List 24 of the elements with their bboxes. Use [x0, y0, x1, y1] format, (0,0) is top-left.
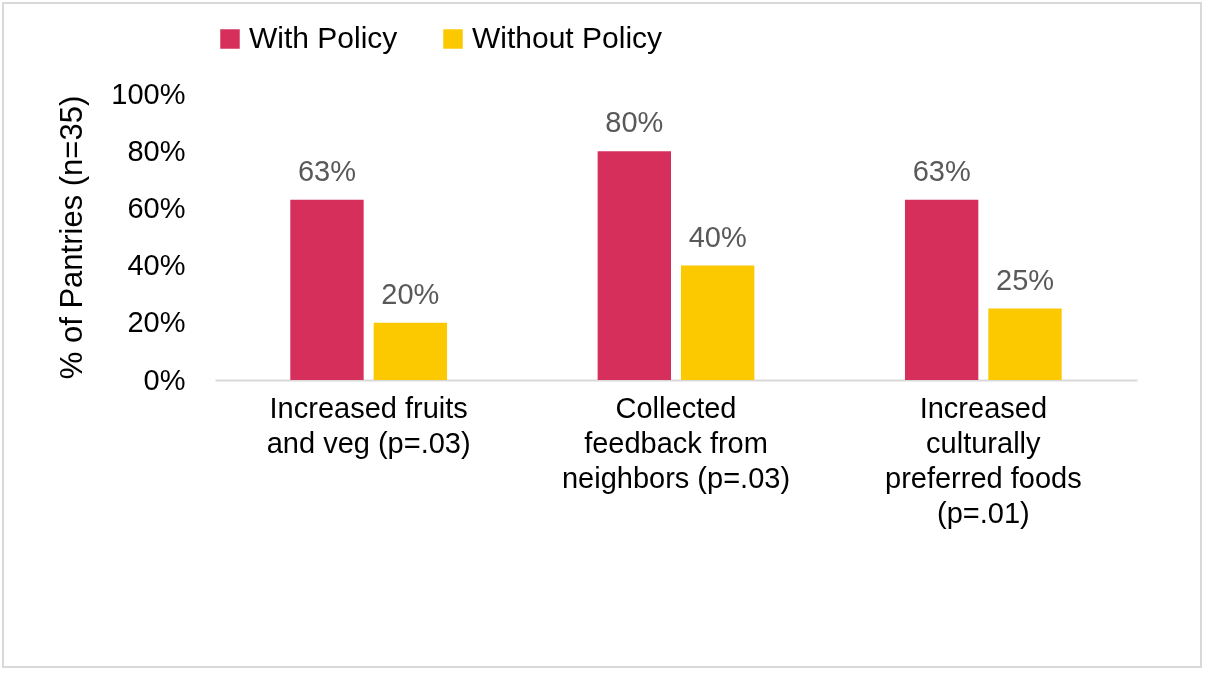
data-label: 63%: [912, 154, 971, 187]
legend-label: Without Policy: [472, 21, 663, 54]
bar: [290, 199, 364, 380]
data-label: 40%: [688, 220, 747, 253]
data-label: 25%: [996, 263, 1055, 296]
legend-label: With Policy: [249, 21, 398, 54]
bar: [681, 265, 755, 380]
y-tick-label: 0%: [143, 363, 186, 396]
bar: [597, 151, 671, 380]
bar: [904, 199, 979, 380]
data-label: 80%: [605, 106, 664, 139]
y-tick-label: 100%: [111, 77, 186, 110]
y-axis-title: % of Pantries (n=35): [54, 95, 90, 380]
data-label: 63%: [297, 154, 356, 187]
x-tick-label: Increased culturally preferred foods (p=.01): [885, 391, 1082, 529]
data-label: 20%: [381, 277, 440, 310]
y-tick-label: 60%: [127, 191, 186, 224]
y-tick-label: 40%: [127, 249, 186, 282]
bar: [988, 308, 1062, 380]
y-tick-label: 80%: [127, 134, 186, 167]
y-tick-label: 20%: [127, 306, 186, 339]
bar: [373, 322, 448, 380]
x-tick-label: Collected feedback from neighbors (p=.03): [561, 391, 791, 494]
x-tick-label: Increased fruits and veg (p=.03): [266, 391, 471, 459]
